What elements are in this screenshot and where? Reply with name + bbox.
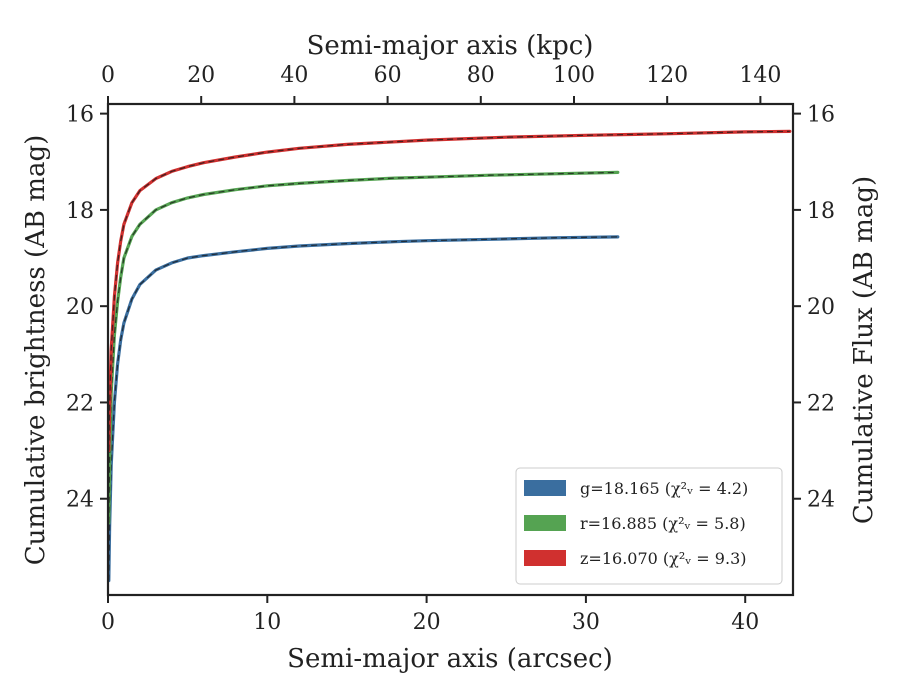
x-tick-label: 40	[731, 610, 759, 635]
x2-tick-label: 100	[553, 63, 595, 88]
y-tick-label: 18	[66, 199, 94, 224]
y-axis-title: Cumulative brightness (AB mag)	[21, 135, 51, 566]
x2-tick-label: 140	[739, 63, 781, 88]
x2-tick-label: 0	[101, 63, 115, 88]
legend-label-g: g=18.165 (χ²ᵥ = 4.2)	[580, 479, 748, 498]
x-tick-label: 10	[253, 610, 281, 635]
x2-tick-label: 120	[646, 63, 688, 88]
legend-swatch-z	[524, 550, 566, 566]
y2-tick-label: 18	[807, 199, 835, 224]
plot-frame	[106, 102, 795, 597]
legend: g=18.165 (χ²ᵥ = 4.2) r=16.885 (χ²ᵥ = 5.8)…	[515, 467, 783, 585]
legend-label-z: z=16.070 (χ²ᵥ = 9.3)	[580, 549, 746, 568]
x-tick-label: 0	[101, 610, 115, 635]
x2-tick-label: 60	[374, 63, 402, 88]
legend-frame	[515, 467, 783, 585]
legend-label-r: r=16.885 (χ²ᵥ = 5.8)	[580, 514, 746, 533]
x2-tick-label: 80	[467, 63, 495, 88]
y2-tick-label: 20	[807, 295, 835, 320]
y2-tick-label: 22	[807, 391, 835, 416]
plot-layer	[107, 129, 792, 583]
x-tick-label: 30	[572, 610, 600, 635]
legend-swatch-g	[524, 480, 566, 496]
y2-tick-label: 16	[807, 103, 835, 128]
series-model-line-z	[108, 130, 790, 451]
legend-swatch-r	[524, 515, 566, 531]
series-line-g	[107, 235, 620, 583]
x-axis-title: Semi-major axis (arcsec)	[287, 644, 613, 674]
y-tick-label: 24	[66, 488, 94, 513]
axes-layer: 0 10 20 30 40 0 20 40 60 80 100 120 140 16 16 18 18 20 20 2…	[66, 63, 835, 635]
y-tick-label: 16	[66, 103, 94, 128]
x-tick-label: 20	[413, 610, 441, 635]
y2-axis-title: Cumulative Flux (AB mag)	[849, 176, 879, 524]
y-tick-label: 22	[66, 391, 94, 416]
x2-tick-label: 40	[280, 63, 308, 88]
x2-axis-title: Semi-major axis (kpc)	[307, 31, 594, 61]
series-model-line-r	[108, 171, 618, 523]
y-tick-label: 20	[66, 295, 94, 320]
x2-tick-label: 20	[187, 63, 215, 88]
y2-tick-label: 24	[807, 488, 835, 513]
